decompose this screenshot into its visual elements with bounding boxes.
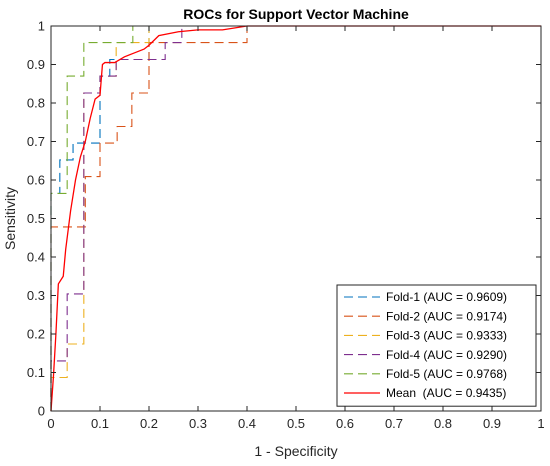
y-tick-label: 0.4: [27, 250, 45, 265]
legend-label-4: Fold-4 (AUC = 0.9290): [386, 348, 507, 362]
legend-label-1: Fold-1 (AUC = 0.9609): [386, 290, 507, 304]
y-axis-label: Sensitivity: [2, 187, 18, 250]
y-tick-label: 0.1: [27, 365, 45, 380]
x-axis-label: 1 - Specificity: [254, 443, 337, 459]
x-tick-label: 0.8: [434, 416, 452, 431]
legend-box: [336, 284, 537, 407]
x-tick-label: 0.3: [189, 416, 207, 431]
x-tick-label: 0.4: [238, 416, 256, 431]
legend-label-2: Fold-2 (AUC = 0.9174): [386, 309, 507, 323]
y-tick-label: 0.7: [27, 134, 45, 149]
legend-label-6: Mean (AUC = 0.9435): [386, 386, 506, 400]
y-tick-label: 0.9: [27, 57, 45, 72]
series-line-4: [50, 25, 541, 411]
x-tick-label: 0.9: [483, 416, 501, 431]
series-layer: [50, 25, 541, 412]
legend-label-5: Fold-5 (AUC = 0.9768): [386, 367, 507, 381]
x-tick-label: 0.5: [287, 416, 305, 431]
y-tick-label: 0.2: [27, 327, 45, 342]
x-tick-label: 0.2: [140, 416, 158, 431]
axes-layer: 0 0.1 0.2 0.3 0.4 0.5 0.6 0.7 0.8 0.9 1 0 0.1 0.2 0.3 0…: [27, 19, 545, 432]
y-tick-label: 1: [38, 19, 45, 34]
y-tick-label: 0: [38, 404, 45, 419]
x-tick-label: 0.1: [91, 416, 109, 431]
legend: Fold-1 (AUC = 0.9609) Fold-2 (AUC = 0.917…: [336, 284, 537, 407]
x-tick-label: 0.6: [336, 416, 354, 431]
y-tick-label: 0.5: [27, 211, 45, 226]
series-line-2: [50, 25, 541, 411]
x-tick-label: 1: [537, 416, 544, 431]
y-tick-label: 0.8: [27, 96, 45, 111]
y-tick-label: 0.6: [27, 173, 45, 188]
series-line-6: [50, 25, 541, 412]
y-tick-label: 0.3: [27, 288, 45, 303]
x-tick-label: 0.7: [385, 416, 403, 431]
legend-label-3: Fold-3 (AUC = 0.9333): [386, 329, 507, 343]
x-tick-label: 0: [47, 416, 54, 431]
series-line-5: [50, 25, 541, 411]
chart-title: ROCs for Support Vector Machine: [183, 6, 409, 22]
